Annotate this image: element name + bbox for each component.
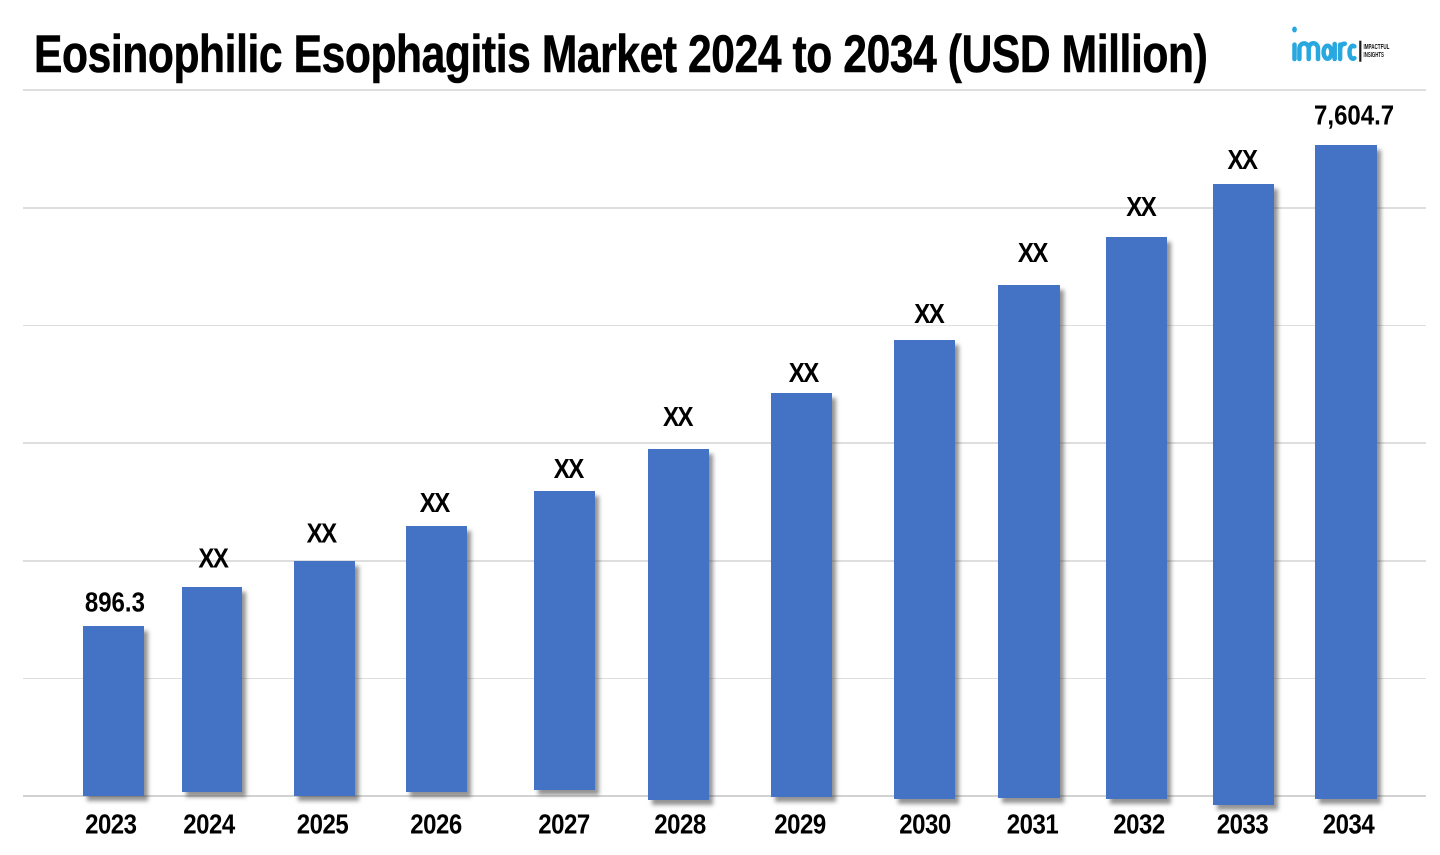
svg-text:INSIGHTS: INSIGHTS [1364,52,1385,59]
svg-text:IMPACTFUL: IMPACTFUL [1364,44,1390,51]
